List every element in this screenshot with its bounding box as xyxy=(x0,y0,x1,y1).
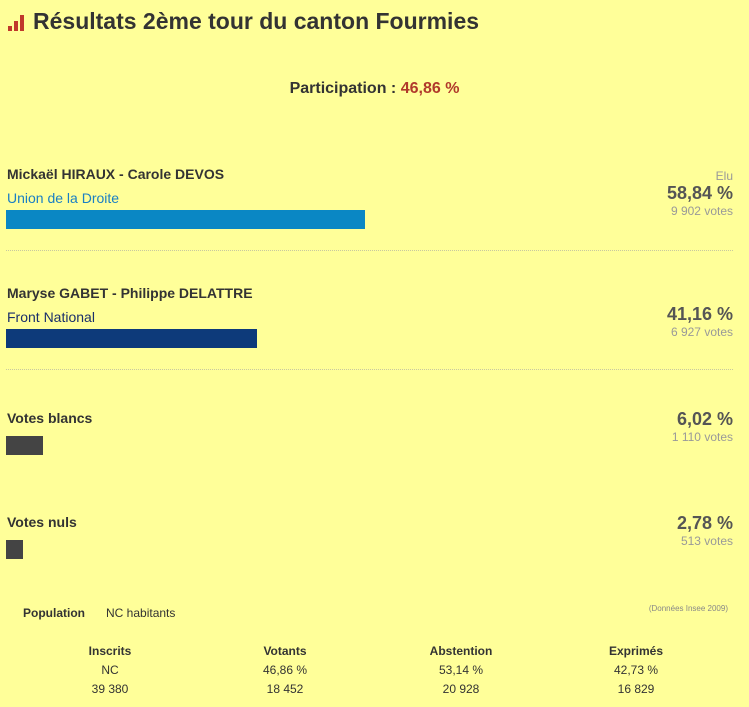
divider xyxy=(6,250,733,251)
page-title: Résultats 2ème tour du canton Fourmies xyxy=(33,8,480,34)
participation-label: Participation : xyxy=(289,80,397,97)
blank-votes-percent: 6,02 % xyxy=(676,409,733,429)
candidate-result-bar xyxy=(6,210,365,229)
stat-votants: Votants 46,86 % 18 452 xyxy=(225,642,345,699)
stat-percent: 42,73 % xyxy=(613,663,659,677)
participation-value: 46,86 % xyxy=(400,80,460,97)
bar-chart-icon xyxy=(8,13,24,31)
stat-inscrits: Inscrits NC 39 380 xyxy=(50,642,170,699)
population-label: Population xyxy=(23,606,85,620)
stat-percent: 46,86 % xyxy=(262,663,308,677)
candidate-result: 41,16 % 6 927 votes xyxy=(667,304,733,339)
candidate-name: Maryse GABET - Philippe DELATTRE xyxy=(7,285,253,301)
stat-header: Exprimés xyxy=(608,644,664,658)
stat-percent: NC xyxy=(101,663,119,677)
stat-header: Votants xyxy=(263,644,307,658)
candidate-votes: 9 902 votes xyxy=(670,204,733,218)
candidate-party: Union de la Droite xyxy=(7,190,120,206)
stat-percent: 53,14 % xyxy=(438,663,484,677)
participation: Participation : 46,86 % xyxy=(0,80,749,98)
divider xyxy=(6,369,733,370)
null-votes-result: 2,78 % 513 votes xyxy=(677,513,733,548)
stat-abstention: Abstention 53,14 % 20 928 xyxy=(401,642,521,699)
null-votes-label: Votes nuls xyxy=(7,514,77,530)
candidate-percent: 58,84 % xyxy=(666,183,733,203)
stat-exprimes: Exprimés 42,73 % 16 829 xyxy=(576,642,696,699)
page-header: Résultats 2ème tour du canton Fourmies xyxy=(8,8,479,35)
null-votes-percent: 2,78 % xyxy=(676,513,733,533)
stat-count: 20 928 xyxy=(442,682,480,696)
candidate-result: Elu 58,84 % 9 902 votes xyxy=(667,169,733,218)
blank-votes-count: 1 110 votes xyxy=(671,430,733,444)
candidate-votes: 6 927 votes xyxy=(670,325,733,339)
population-value: NC habitants xyxy=(106,606,176,620)
data-source-note: (Données Insee 2009) xyxy=(648,604,728,613)
blank-votes-label: Votes blancs xyxy=(7,410,93,426)
candidate-party: Front National xyxy=(7,309,95,325)
candidate-percent: 41,16 % xyxy=(666,304,733,324)
elected-badge: Elu xyxy=(715,169,733,183)
stat-count: 18 452 xyxy=(266,682,304,696)
stat-header: Abstention xyxy=(429,644,493,658)
candidate-result-bar xyxy=(6,329,257,348)
blank-votes-bar xyxy=(6,436,43,455)
blank-votes-result: 6,02 % 1 110 votes xyxy=(672,409,733,444)
stat-count: 39 380 xyxy=(91,682,129,696)
stat-header: Inscrits xyxy=(88,644,132,658)
null-votes-count: 513 votes xyxy=(680,534,733,548)
stat-count: 16 829 xyxy=(617,682,655,696)
null-votes-bar xyxy=(6,540,23,559)
candidate-name: Mickaël HIRAUX - Carole DEVOS xyxy=(7,166,225,182)
